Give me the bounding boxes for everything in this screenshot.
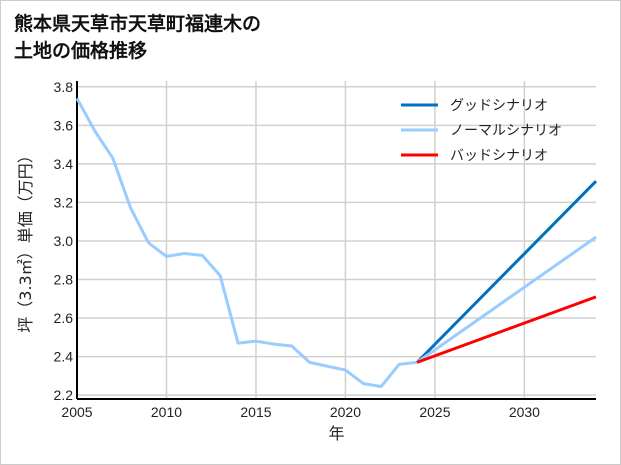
legend-label: グッドシナリオ [450, 98, 548, 114]
y-tick-label: 3.0 [54, 233, 74, 249]
x-tick-label: 2005 [61, 404, 92, 420]
scenario-line-0 [415, 180, 598, 364]
y-tick-label: 3.2 [54, 194, 74, 210]
y-tick-label: 3.4 [54, 156, 74, 172]
x-tick-label: 2030 [509, 404, 540, 420]
y-tick-label: 2.2 [54, 387, 74, 403]
scenario-line-2 [416, 295, 597, 364]
legend-label: ノーマルシナリオ [450, 123, 562, 139]
x-tick-label: 2025 [419, 404, 450, 420]
y-tick-label: 2.4 [54, 349, 74, 365]
y-tick-label: 3.8 [54, 79, 74, 95]
y-tick-label: 3.6 [54, 117, 74, 133]
legend-label: バッドシナリオ [450, 148, 548, 164]
x-axis-label: 年 [328, 424, 344, 443]
x-tick-label: 2020 [330, 404, 361, 420]
y-tick-label: 2.6 [54, 310, 74, 326]
scenario-line-1 [416, 235, 597, 364]
history-line [75, 97, 418, 388]
chart-title: 熊本県天草市天草町福連木の 土地の価格推移 [14, 11, 261, 65]
title-line: 熊本県天草市天草町福連木の [14, 13, 262, 35]
title-line: 土地の価格推移 [14, 40, 148, 62]
x-tick-label: 2010 [151, 404, 182, 420]
y-axis-label: 坪（3.3㎡）単価（万円） [16, 147, 35, 332]
x-tick-label: 2015 [240, 404, 271, 420]
y-tick-label: 2.8 [54, 272, 74, 288]
